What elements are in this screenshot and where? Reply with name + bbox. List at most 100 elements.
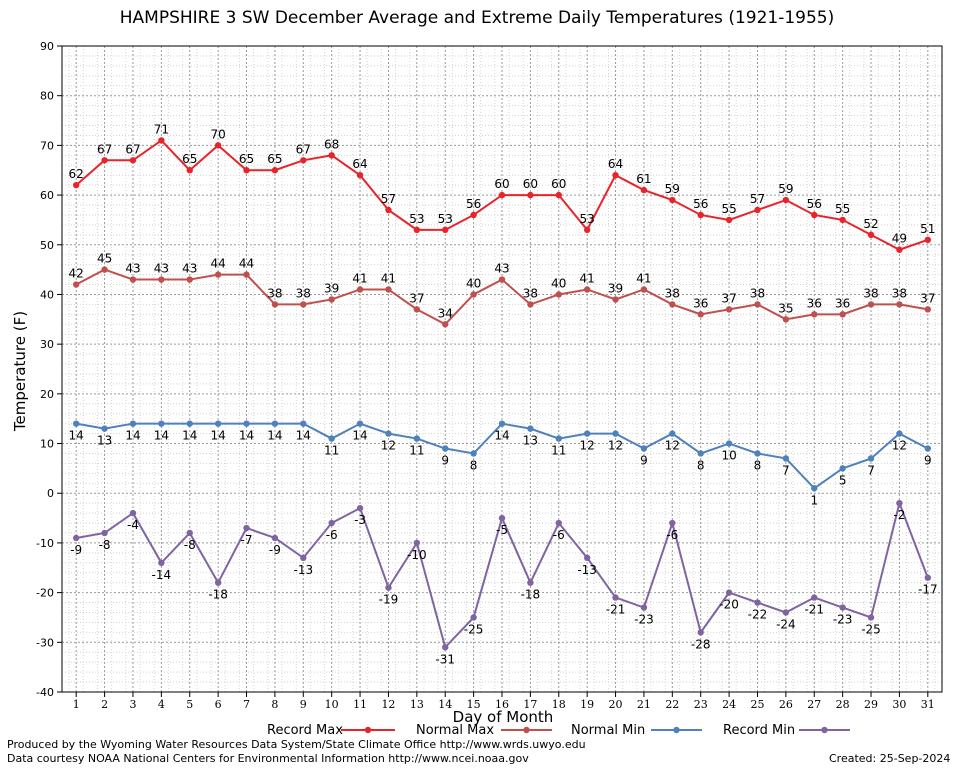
normal-min-point xyxy=(385,430,392,437)
x-tick-label: 25 xyxy=(750,698,764,711)
y-tick-label: 50 xyxy=(40,239,54,252)
x-tick-label: 27 xyxy=(807,698,821,711)
record-max-data-label: 65 xyxy=(239,152,254,166)
normal-min-data-label: 7 xyxy=(867,463,875,477)
legend-marker-normal-min xyxy=(673,726,680,734)
normal-min-point xyxy=(583,430,591,437)
normal-max-point xyxy=(72,281,80,288)
x-tick-label: 3 xyxy=(129,698,136,711)
record-max-data-label: 60 xyxy=(494,177,509,191)
series xyxy=(72,137,932,651)
record-min-point xyxy=(867,614,875,621)
y-tick-label: 70 xyxy=(40,139,54,152)
normal-min-data-label: 13 xyxy=(523,434,538,448)
normal-max-data-label: 39 xyxy=(324,281,339,295)
x-tick-label: 16 xyxy=(495,698,509,711)
x-tick-label: 5 xyxy=(186,698,193,711)
record-min-point xyxy=(754,599,761,606)
y-tick-label: 20 xyxy=(40,388,54,401)
normal-min-point xyxy=(101,425,108,432)
footer-courtesy: Data courtesy NOAA National Centers for … xyxy=(7,752,529,765)
normal-min-data-label: 14 xyxy=(239,429,254,443)
normal-max-data-label: 40 xyxy=(551,276,566,290)
record-min-point xyxy=(811,594,818,601)
record-min-point xyxy=(158,559,165,566)
normal-min-point xyxy=(72,420,80,427)
y-tick-label: -10 xyxy=(36,537,54,550)
normal-min-point xyxy=(555,435,562,442)
normal-min-data-label: 14 xyxy=(267,429,282,443)
normal-min-data-label: 8 xyxy=(697,458,705,472)
normal-max-data-label: 38 xyxy=(750,286,765,300)
normal-max-data-label: 37 xyxy=(721,291,736,305)
normal-min-data-label: 10 xyxy=(721,449,736,463)
record-max-data-label: 71 xyxy=(154,122,169,136)
legend-label-normal-min: Normal Min xyxy=(571,723,645,738)
normal-max-data-label: 38 xyxy=(892,286,907,300)
normal-max-point xyxy=(669,301,676,308)
normal-max-point xyxy=(583,286,591,293)
normal-min-point xyxy=(697,450,704,457)
normal-max-point xyxy=(555,291,562,298)
normal-max-data-label: 44 xyxy=(239,257,254,271)
normal-max-point xyxy=(839,311,846,318)
record-max-point xyxy=(101,157,108,164)
record-min-point xyxy=(271,534,279,542)
normal-max-point xyxy=(442,321,449,328)
normal-max-point xyxy=(811,311,818,318)
normal-min-data-label: 14 xyxy=(296,429,311,443)
record-min-point xyxy=(583,554,591,562)
normal-max-point xyxy=(243,271,250,278)
record-max-data-label: 55 xyxy=(721,202,736,216)
normal-min-data-label: 12 xyxy=(381,439,396,453)
normal-min-data-label: 14 xyxy=(69,429,84,443)
x-tick-label: 31 xyxy=(921,698,935,711)
legend-marker-record-max xyxy=(364,726,372,734)
record-max-point xyxy=(839,216,846,224)
record-min-data-label: -3 xyxy=(354,513,366,527)
normal-min-point xyxy=(214,420,222,427)
normal-min-data-label: 14 xyxy=(494,429,509,443)
record-min-point xyxy=(214,579,222,586)
record-min-data-label: -21 xyxy=(606,603,626,617)
normal-min-point xyxy=(328,435,335,442)
normal-max-point xyxy=(186,276,193,283)
record-max-point xyxy=(442,226,449,234)
normal-min-point xyxy=(527,425,534,432)
record-min-data-label: -19 xyxy=(379,593,399,607)
x-tick-label: 13 xyxy=(410,698,424,711)
x-tick-label: 17 xyxy=(523,698,537,711)
x-tick-label: 6 xyxy=(215,698,222,711)
record-max-point xyxy=(669,196,676,204)
record-max-data-label: 53 xyxy=(580,212,595,226)
x-tick-label: 4 xyxy=(158,698,165,711)
x-tick-label: 2 xyxy=(101,698,108,711)
record-min-point xyxy=(725,589,733,596)
normal-max-point xyxy=(697,311,704,318)
normal-max-point xyxy=(782,316,790,323)
x-tick-label: 28 xyxy=(836,698,850,711)
record-max-point xyxy=(385,206,392,214)
record-min-point xyxy=(782,609,790,616)
record-max-data-label: 64 xyxy=(608,157,623,171)
normal-max-data-label: 45 xyxy=(97,252,112,266)
footer-created: Created: 25-Sep-2024 xyxy=(829,752,951,765)
record-min-data-label: -6 xyxy=(553,528,565,542)
record-min-data-label: -23 xyxy=(833,613,853,627)
normal-min-point xyxy=(811,485,818,492)
normal-min-data-label: 9 xyxy=(924,454,932,468)
legend-label-record-max: Record Max xyxy=(267,723,343,738)
record-min-data-label: -9 xyxy=(269,543,281,557)
normal-max-point xyxy=(328,296,335,303)
record-max-data-label: 51 xyxy=(920,222,935,236)
record-min-point xyxy=(669,519,676,527)
normal-max-data-label: 35 xyxy=(778,301,793,315)
record-min-data-label: -17 xyxy=(918,583,938,597)
normal-min-point xyxy=(782,455,790,462)
record-max-data-label: 67 xyxy=(125,142,140,156)
record-min-point xyxy=(101,529,108,537)
record-min-data-label: -23 xyxy=(634,613,654,627)
x-tick-label: 21 xyxy=(637,698,651,711)
record-max-data-label: 61 xyxy=(636,172,651,186)
normal-max-point xyxy=(612,296,619,303)
